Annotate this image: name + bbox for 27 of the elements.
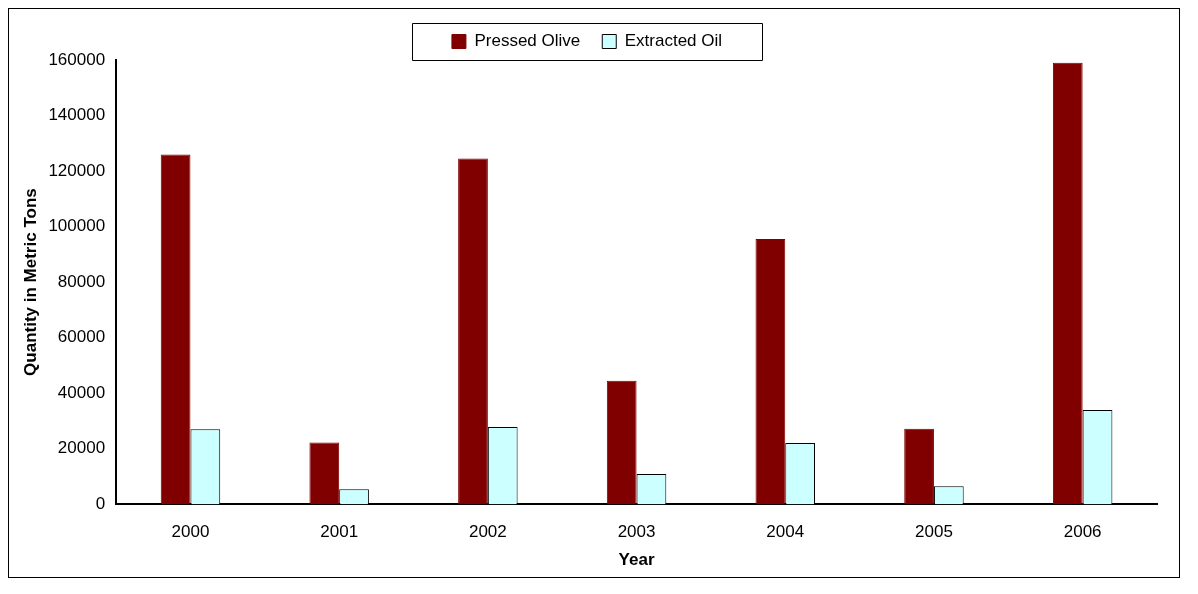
- bar: [755, 239, 786, 505]
- y-tick-label: 140000: [48, 105, 106, 125]
- bar: [458, 158, 488, 505]
- y-axis-title: Quantity in Metric Tons: [20, 188, 40, 376]
- x-tick-label: 2001: [320, 522, 359, 542]
- legend-label: Pressed Olive: [474, 31, 581, 51]
- bar: [606, 380, 637, 505]
- x-axis-title: Year: [618, 550, 655, 570]
- x-tick-label: 2000: [171, 522, 210, 542]
- x-tick-label: 2006: [1063, 522, 1102, 542]
- legend-label: Extracted Oil: [624, 31, 723, 51]
- y-tick-label: 160000: [48, 49, 106, 69]
- y-tick-label: 80000: [57, 271, 106, 291]
- x-tick-label: 2002: [468, 522, 507, 542]
- x-tick-label: 2004: [766, 522, 805, 542]
- bar: [309, 442, 340, 505]
- y-tick-label: 0: [95, 493, 106, 513]
- y-tick-label: 20000: [57, 438, 106, 458]
- y-tick-label: 100000: [48, 216, 106, 236]
- y-tick-label: 60000: [57, 327, 106, 347]
- x-tick-label: 2005: [915, 522, 953, 542]
- y-tick-label: 40000: [57, 382, 106, 402]
- bar: [160, 154, 191, 505]
- x-tick-label: 2003: [617, 522, 656, 542]
- bar: [1052, 62, 1083, 505]
- bar: [904, 428, 934, 505]
- y-tick-label: 120000: [48, 160, 106, 180]
